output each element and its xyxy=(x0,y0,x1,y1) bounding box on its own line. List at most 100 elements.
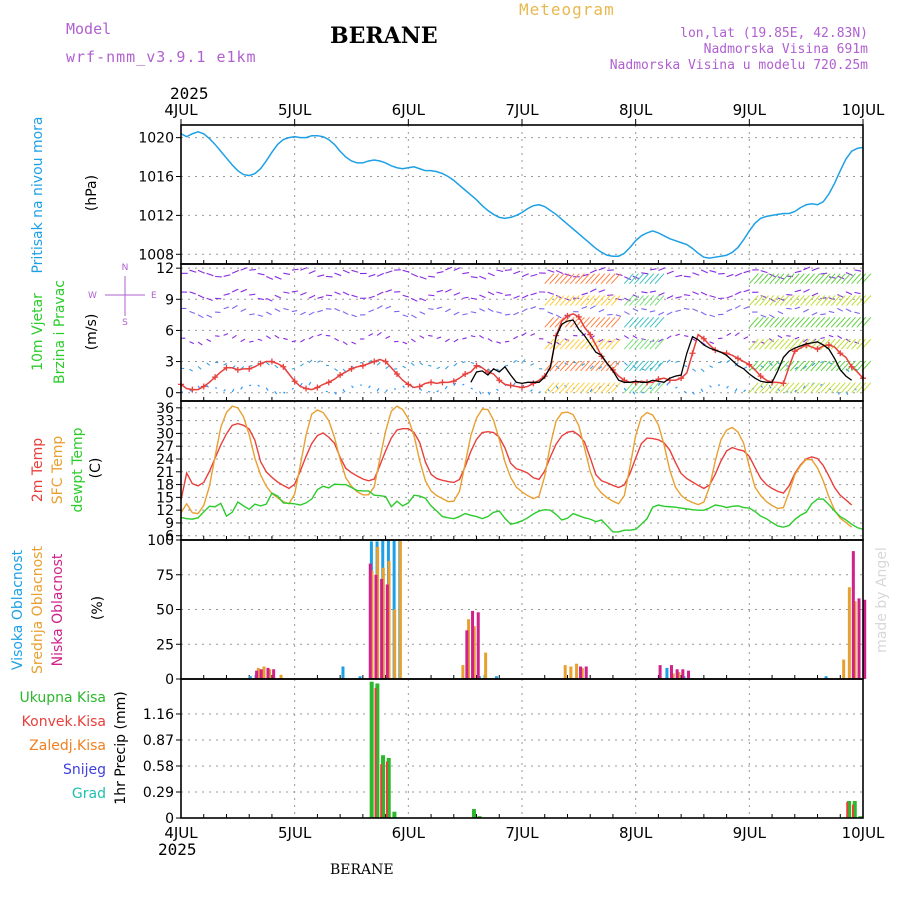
date-label-bottom: 10JUL xyxy=(842,824,885,842)
wind-speed-marker xyxy=(234,366,241,373)
cloud-low-bar xyxy=(687,670,691,679)
wind-direction-arrow xyxy=(257,314,264,317)
wind-direction-arrow xyxy=(743,336,749,340)
wind-barb-strong xyxy=(748,360,759,372)
wind-speed-marker xyxy=(575,313,582,320)
cloud-mid-bar xyxy=(467,619,471,679)
wind-barb-strong xyxy=(754,360,764,372)
wind-direction-arrow xyxy=(308,311,315,316)
panel-frame xyxy=(180,539,864,680)
wind-barb-strong xyxy=(759,360,769,372)
wind-barb-strong xyxy=(639,273,650,285)
cloud-mid-bar xyxy=(256,667,260,679)
wind-direction-arrow xyxy=(555,314,562,319)
wind-direction-arrow xyxy=(470,361,475,365)
wind-direction-arrow xyxy=(189,310,196,314)
wind-barb-strong xyxy=(815,295,826,306)
y-tick-label: 50 xyxy=(156,603,174,619)
wind-direction-arrow xyxy=(700,269,708,274)
wind-barb-strong xyxy=(846,295,856,306)
wind-barb-strong xyxy=(769,295,780,306)
wind-speed-marker xyxy=(814,346,821,353)
wind-direction-arrow xyxy=(666,382,670,386)
wind-barb-strong xyxy=(564,316,575,328)
wind-direction-arrow xyxy=(479,294,486,299)
wind-barb-strong xyxy=(835,338,846,350)
wind-direction-arrow xyxy=(504,269,512,271)
wind-direction-arrow xyxy=(334,291,341,295)
cloud-mid-bar xyxy=(461,665,465,679)
wind-barb-strong xyxy=(815,316,826,328)
wind-direction-arrow xyxy=(325,294,333,297)
wind-barb-strong xyxy=(569,338,580,350)
wind-direction-arrow xyxy=(513,295,520,299)
wind-barb-strong xyxy=(644,295,655,306)
y-tick-label: 0 xyxy=(165,811,174,827)
wind-barb-strong xyxy=(759,273,769,285)
wind-barb-strong xyxy=(554,316,565,328)
y-tick-label: 12 xyxy=(156,503,174,519)
wind-barb-strong xyxy=(774,316,785,328)
wind-barb-strong xyxy=(856,316,867,328)
date-label-top: 4JUL xyxy=(164,101,198,119)
wind-barb-strong xyxy=(654,316,665,328)
wind-barb-strong xyxy=(841,382,851,394)
wind-direction-arrow xyxy=(607,294,614,297)
cloud-mid-bar xyxy=(472,626,476,679)
wind-direction-arrow xyxy=(189,341,195,345)
date-label-bottom: 4JUL xyxy=(164,824,198,842)
wind-direction-arrow xyxy=(649,268,657,271)
wind-speed-marker xyxy=(428,379,435,386)
cloud-low-bar xyxy=(857,598,861,679)
temp-sfc-title: SFC Temp xyxy=(50,436,66,505)
wind-barb-strong xyxy=(830,338,841,350)
wind-direction-arrow xyxy=(291,387,294,390)
model-name: wrf-nmm_v3.9.1 e1km xyxy=(66,48,257,66)
wind-direction-arrow xyxy=(675,296,682,299)
wind-direction-arrow xyxy=(445,308,451,313)
wind-barb-strong xyxy=(544,316,555,328)
wind-barb-strong xyxy=(549,316,560,328)
y-tick-label: 1.16 xyxy=(143,707,174,723)
wind-direction-arrow xyxy=(265,387,269,391)
wind-barb-strong xyxy=(805,360,815,372)
cloud-low-bar xyxy=(385,584,389,679)
wind-direction-arrow xyxy=(709,314,716,318)
wind-direction-arrow xyxy=(334,272,342,277)
wind-direction-arrow xyxy=(240,288,248,293)
wind-barb-strong xyxy=(629,338,639,350)
wind-barb-strong xyxy=(851,295,862,306)
wind-direction-arrow xyxy=(657,382,661,386)
wind-direction-arrow xyxy=(283,291,290,294)
wind-direction-arrow xyxy=(445,288,452,293)
wind-direction-arrow xyxy=(453,267,461,271)
wind-direction-arrow xyxy=(419,311,426,315)
wind-direction-arrow xyxy=(836,391,840,395)
wind-barb-strong xyxy=(585,360,596,372)
wind-speed-marker xyxy=(757,373,764,380)
wind-direction-arrow xyxy=(189,291,196,295)
wind-direction-arrow xyxy=(692,308,699,312)
cloud-mid-bar xyxy=(842,659,846,679)
wind-barb-strong xyxy=(644,273,655,285)
temp-2m-title: 2m Temp xyxy=(30,438,46,502)
wind-direction-arrow xyxy=(368,309,375,313)
wind-barb-strong xyxy=(575,360,585,372)
wind-barb-strong xyxy=(569,360,580,372)
wind-barb-strong xyxy=(779,316,790,328)
wind-direction-arrow xyxy=(666,295,674,299)
wind-barb-strong xyxy=(639,295,650,306)
wind-direction-arrow xyxy=(223,362,228,366)
wind-barb-strong xyxy=(851,382,862,394)
date-label-bottom: 8JUL xyxy=(619,824,653,842)
wind-direction-arrow xyxy=(811,292,819,297)
wind-barb-strong xyxy=(759,338,769,350)
wind-direction-arrow xyxy=(462,361,466,364)
wind-barb-strong xyxy=(825,316,836,328)
wind-direction-arrow xyxy=(300,311,306,316)
date-label-bottom: 7JUL xyxy=(505,824,539,842)
wind-direction-arrow xyxy=(385,305,392,310)
wind-direction-arrow xyxy=(547,291,554,295)
temp-sfc-line xyxy=(180,405,853,528)
wind-direction-arrow xyxy=(334,337,340,342)
